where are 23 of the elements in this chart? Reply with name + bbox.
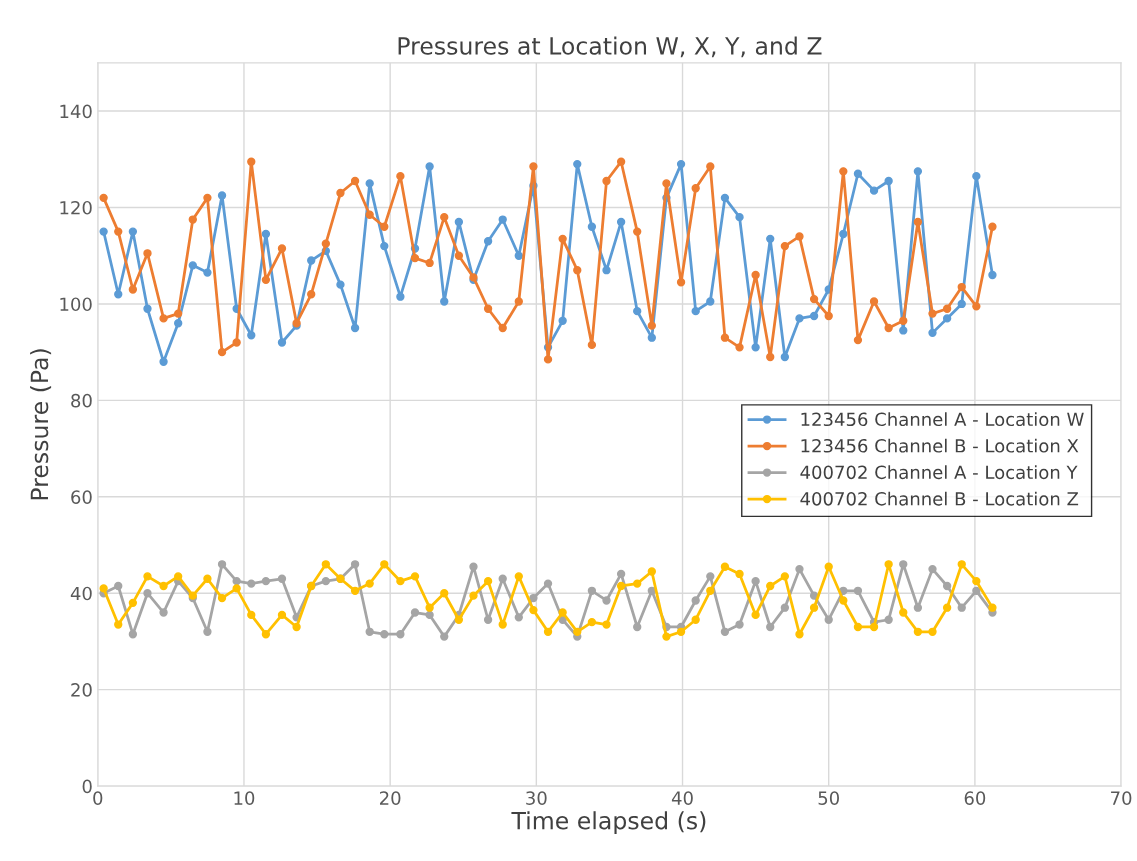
legend-label: 400702 Channel B - Location Z: [800, 491, 1079, 506]
x-tick-label: 50: [818, 791, 839, 805]
y-tick-label: 120: [60, 200, 92, 215]
x-tick-label: 70: [1111, 791, 1132, 805]
x-tick-label: 60: [964, 791, 986, 805]
y-tick-label: 100: [60, 297, 92, 312]
y-axis-title: Pressure (Pa): [30, 349, 52, 500]
y-tick-label: 20: [71, 683, 92, 697]
x-tick-label: 10: [234, 791, 255, 805]
y-tick-label: 0: [82, 779, 92, 794]
x-tick-label: 20: [379, 791, 401, 805]
legend-label: 123456 Channel B - Location X: [801, 438, 1079, 453]
y-tick-label: 80: [71, 393, 92, 408]
legend-label: 400702 Channel A - Location Y: [800, 465, 1078, 480]
y-tick-label: 40: [70, 586, 92, 601]
x-tick-label: 30: [526, 791, 547, 805]
x-tick-label: 40: [671, 791, 693, 805]
y-tick-label: 140: [60, 104, 92, 119]
chart-title: Pressures at Location W, X, Y, and Z: [398, 36, 822, 58]
y-tick-label: 60: [71, 490, 92, 504]
x-tick-label: 0: [93, 791, 103, 805]
x-axis-title: Time elapsed (s): [511, 811, 706, 835]
legend-label: 123456 Channel A - Location W: [801, 412, 1084, 427]
